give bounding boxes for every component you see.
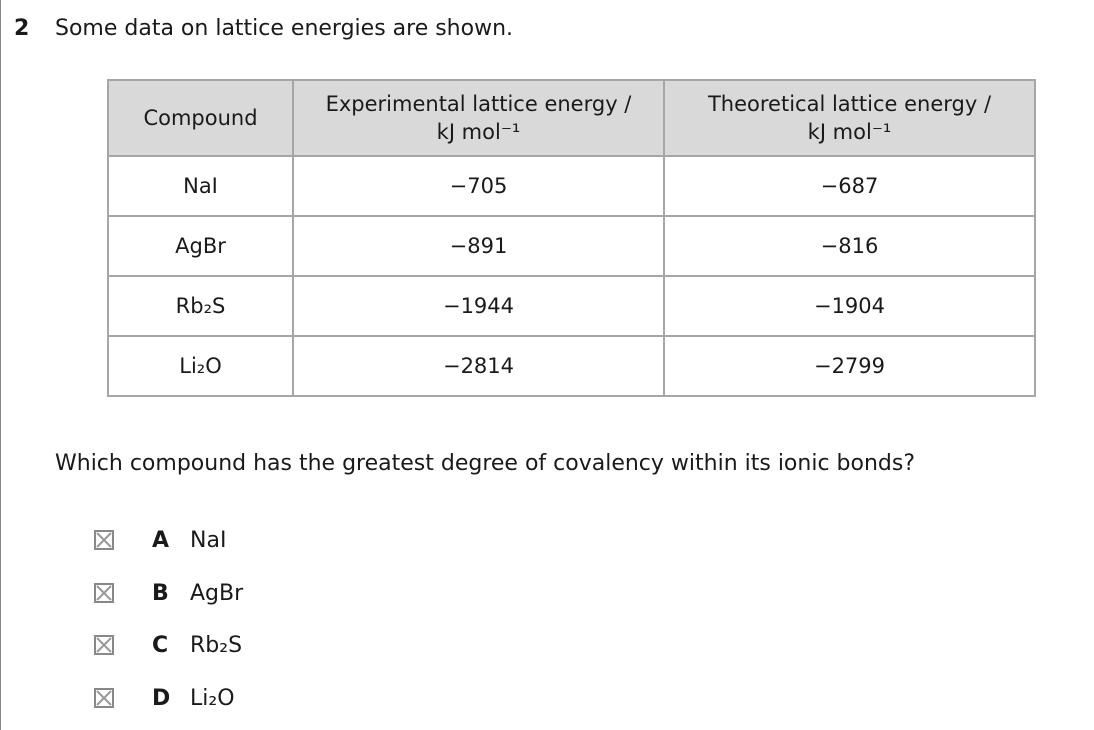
header-text: Compound (143, 106, 258, 130)
table-row: NaI −705 −687 (107, 155, 1036, 217)
option-letter: C (152, 632, 169, 658)
cell: NaI (107, 155, 294, 217)
header-unit: kJ mol⁻¹ (807, 120, 892, 144)
option[interactable]: B AgBr (94, 578, 243, 608)
option[interactable]: D Li₂O (94, 683, 235, 713)
option[interactable]: C Rb₂S (94, 630, 242, 660)
option-text: AgBr (190, 580, 244, 606)
header-cell: Theoretical lattice energy / kJ mol⁻¹ (663, 79, 1036, 157)
option-letter: D (152, 685, 171, 711)
question-number: 2 (14, 16, 30, 41)
option-letter: A (152, 527, 170, 553)
checkbox[interactable] (94, 583, 114, 603)
cell: −1944 (292, 275, 665, 337)
page-edge (0, 0, 1, 730)
cell: −705 (292, 155, 665, 217)
cell: −2799 (663, 335, 1036, 397)
cell: −687 (663, 155, 1036, 217)
header-text: Experimental lattice energy / (325, 92, 632, 116)
checkbox[interactable] (94, 688, 114, 708)
cell: Li₂O (107, 335, 294, 397)
data-table: Compound Experimental lattice energy / kJ… (107, 79, 1036, 397)
option-text: Li₂O (190, 685, 235, 711)
checkbox[interactable] (94, 530, 114, 550)
table-row: AgBr −891 −816 (107, 215, 1036, 277)
option-text: NaI (190, 527, 227, 553)
header-cell: Experimental lattice energy / kJ mol⁻¹ (292, 79, 665, 157)
header-unit: kJ mol⁻¹ (436, 120, 521, 144)
header-row: Compound Experimental lattice energy / kJ… (107, 79, 1036, 157)
cell: −1904 (663, 275, 1036, 337)
table-row: Li₂O −2814 −2799 (107, 335, 1036, 397)
cell: AgBr (107, 215, 294, 277)
option[interactable]: A NaI (94, 525, 226, 555)
header-text: Theoretical lattice energy / (707, 92, 992, 116)
cell: Rb₂S (107, 275, 294, 337)
table-row: Rb₂S −1944 −1904 (107, 275, 1036, 337)
cell: −816 (663, 215, 1036, 277)
cell: −2814 (292, 335, 665, 397)
question-stem: Some data on lattice energies are shown. (55, 16, 514, 41)
question-prompt: Which compound has the greatest degree o… (55, 451, 916, 476)
checkbox[interactable] (94, 635, 114, 655)
option-letter: B (152, 580, 169, 606)
header-cell: Compound (107, 79, 294, 157)
cell: −891 (292, 215, 665, 277)
option-text: Rb₂S (190, 632, 243, 658)
